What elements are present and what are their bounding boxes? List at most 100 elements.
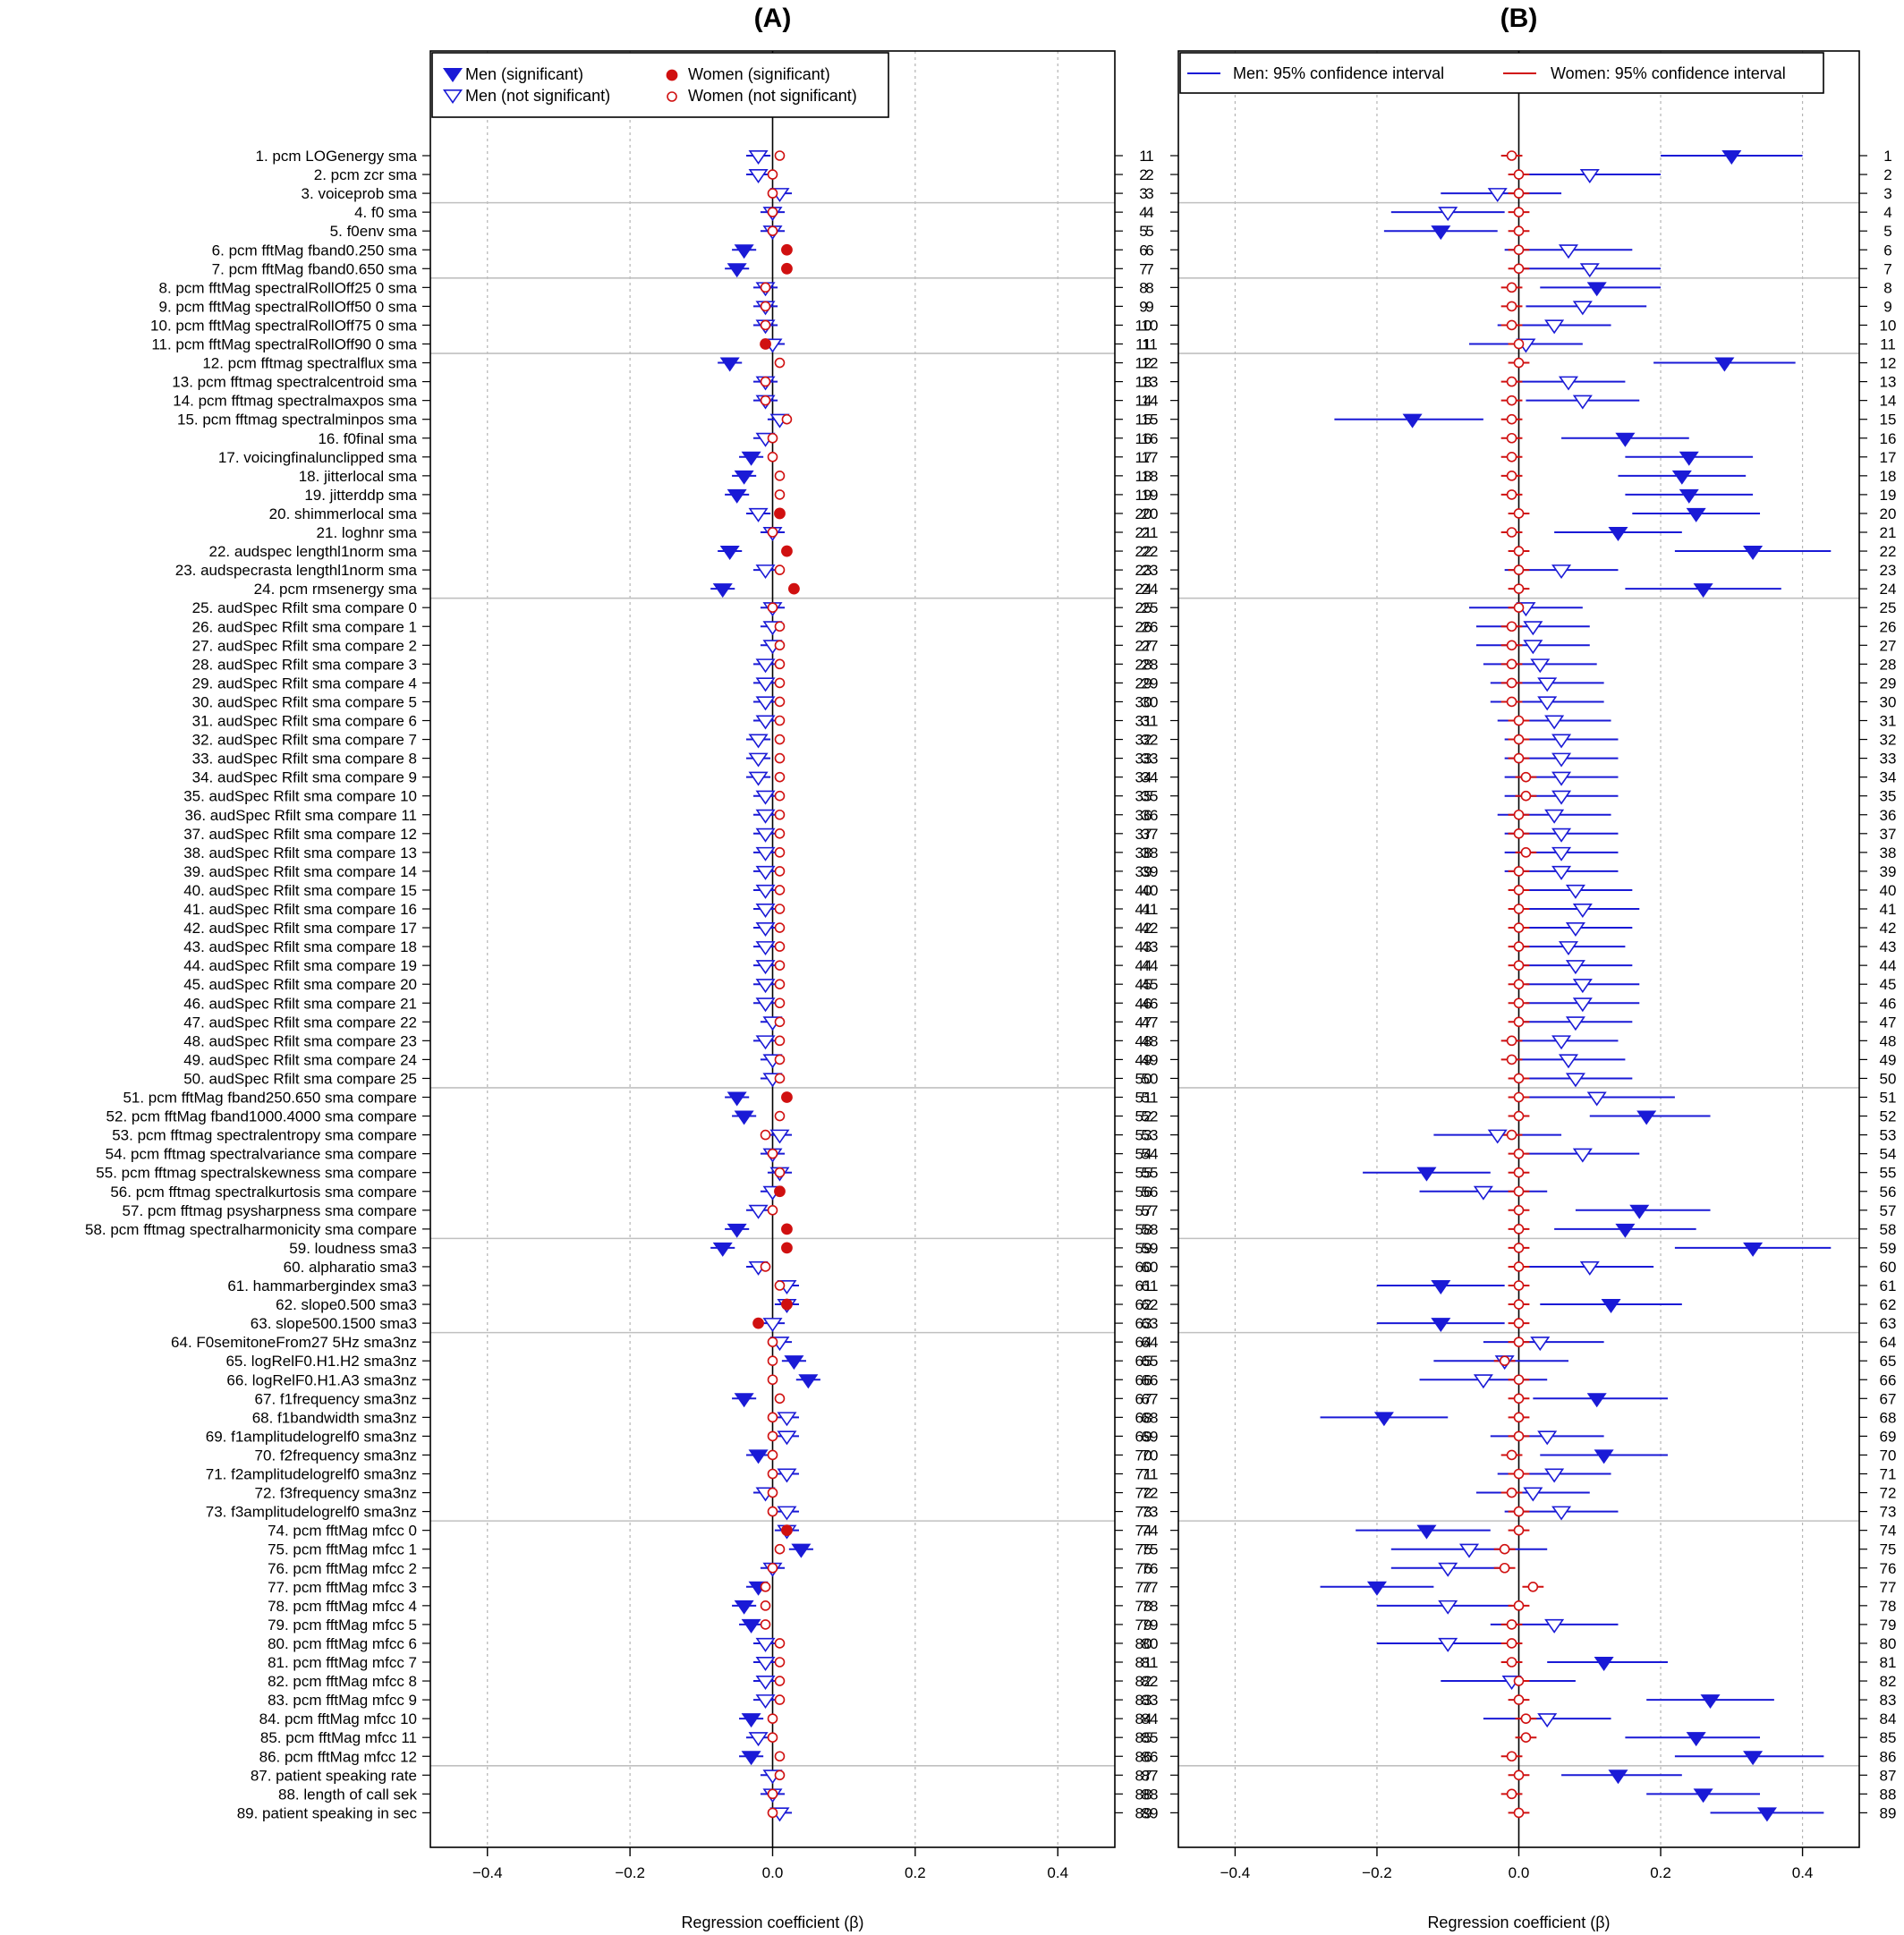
x-tick-label: 0.2 <box>905 1864 926 1881</box>
women-point <box>1513 827 1525 839</box>
women-point <box>1506 471 1517 481</box>
women-point <box>760 1619 771 1630</box>
row-number-left: 25 <box>1142 599 1159 616</box>
row-number-left: 37 <box>1142 826 1159 843</box>
row-label: 9. pcm fftMag spectralRollOff50 0 sma <box>159 298 418 315</box>
men-point <box>1586 1091 1607 1107</box>
row-number: 50 <box>1135 1070 1152 1087</box>
women-point <box>774 752 786 764</box>
row-number-left: 70 <box>1142 1447 1159 1464</box>
women-point <box>1513 1224 1525 1235</box>
row-label: 29. audSpec Rfilt sma compare 4 <box>192 675 417 692</box>
row-number: 8 <box>1883 279 1891 296</box>
women-point <box>774 979 786 989</box>
women-point <box>1506 413 1517 425</box>
row-number: 3 <box>1139 185 1147 202</box>
women-point <box>1506 640 1517 651</box>
row-number: 73 <box>1135 1504 1152 1521</box>
women-point <box>774 471 786 481</box>
women-point <box>767 432 778 444</box>
row-number: 13 <box>1135 374 1152 391</box>
men-point <box>769 1129 790 1144</box>
row-number-left: 83 <box>1142 1692 1159 1709</box>
men-point <box>755 846 776 861</box>
row-number-left: 22 <box>1142 543 1159 560</box>
row-number: 45 <box>1135 976 1152 993</box>
row-number: 63 <box>1880 1315 1897 1332</box>
women-point <box>1506 527 1517 538</box>
legend-men-nonsig-marker <box>442 89 463 104</box>
row-label: 37. audSpec Rfilt sma compare 12 <box>183 826 417 843</box>
row-label: 84. pcm fftMag mfcc 10 <box>259 1710 417 1727</box>
row-number-left: 68 <box>1142 1409 1159 1426</box>
row-number: 88 <box>1880 1786 1897 1803</box>
row-number-left: 72 <box>1142 1485 1159 1502</box>
women-point <box>1506 696 1517 708</box>
women-point <box>767 1355 778 1366</box>
women-point <box>760 376 771 387</box>
row-number-left: 35 <box>1142 788 1159 805</box>
row-number: 33 <box>1135 751 1152 768</box>
women-point <box>767 225 778 237</box>
row-label: 87. patient speaking rate <box>251 1767 417 1784</box>
row-number: 31 <box>1135 713 1152 730</box>
row-number: 79 <box>1135 1617 1152 1634</box>
row-number: 46 <box>1880 995 1897 1012</box>
row-number: 29 <box>1880 675 1897 692</box>
men-point <box>1530 658 1551 674</box>
row-number: 59 <box>1880 1240 1897 1257</box>
row-number: 34 <box>1135 769 1152 786</box>
women-point <box>1513 1393 1525 1405</box>
row-number: 17 <box>1880 449 1897 466</box>
row-label: 74. pcm fftMag mfcc 0 <box>268 1523 417 1540</box>
row-number-left: 31 <box>1142 713 1159 730</box>
women-point <box>752 1317 764 1329</box>
row-number-left: 54 <box>1142 1146 1159 1163</box>
row-number-left: 6 <box>1145 242 1153 259</box>
row-number: 28 <box>1880 656 1897 673</box>
legend-box <box>431 52 889 118</box>
row-number: 54 <box>1135 1146 1152 1163</box>
row-label: 31. audSpec Rfilt sma compare 6 <box>192 713 417 730</box>
row-label: 78. pcm fftMag mfcc 4 <box>268 1598 417 1615</box>
men-point <box>1756 1807 1777 1822</box>
women-point <box>1506 301 1517 312</box>
men-point <box>1537 677 1558 692</box>
women-point <box>767 1205 778 1216</box>
row-number: 64 <box>1880 1334 1897 1351</box>
row-number: 69 <box>1880 1428 1897 1445</box>
row-label: 75. pcm fftMag mfcc 1 <box>268 1541 417 1558</box>
women-point <box>774 621 786 632</box>
row-label: 42. audSpec Rfilt sma compare 17 <box>183 920 417 937</box>
women-point <box>1506 432 1517 444</box>
men-point <box>748 1204 769 1219</box>
women-point <box>1513 1430 1525 1442</box>
row-label: 81. pcm fftMag mfcc 7 <box>268 1654 417 1671</box>
row-label: 70. f2frequency sma3nz <box>255 1447 417 1464</box>
row-number: 72 <box>1135 1485 1152 1502</box>
row-number-left: 76 <box>1142 1560 1159 1577</box>
women-point <box>1513 225 1525 237</box>
legend: Men (significant) Men (not significant) Wo… <box>431 52 889 118</box>
row-number: 84 <box>1135 1710 1152 1727</box>
row-label: 13. pcm fftmag spectralcentroid sma <box>172 374 417 391</box>
men-point <box>1373 1412 1394 1427</box>
women-point <box>774 357 786 369</box>
men-point <box>748 507 769 522</box>
women-point <box>774 1167 786 1178</box>
row-number: 49 <box>1135 1051 1152 1068</box>
row-label: 1. pcm LOGenergy sma <box>256 148 418 165</box>
women-point <box>1520 847 1532 858</box>
row-number: 23 <box>1135 562 1152 579</box>
row-label: 41. audSpec Rfilt sma compare 16 <box>183 901 417 918</box>
women-point <box>774 1638 786 1649</box>
women-point <box>767 527 778 538</box>
women-point <box>1513 866 1525 877</box>
women-point <box>1513 1676 1525 1686</box>
legend-men-sig: Men (significant) <box>465 65 583 83</box>
men-point <box>734 244 754 259</box>
row-number-left: 45 <box>1142 976 1159 993</box>
row-number: 10 <box>1880 317 1897 334</box>
women-point <box>767 1487 778 1498</box>
row-number-left: 12 <box>1142 355 1159 372</box>
